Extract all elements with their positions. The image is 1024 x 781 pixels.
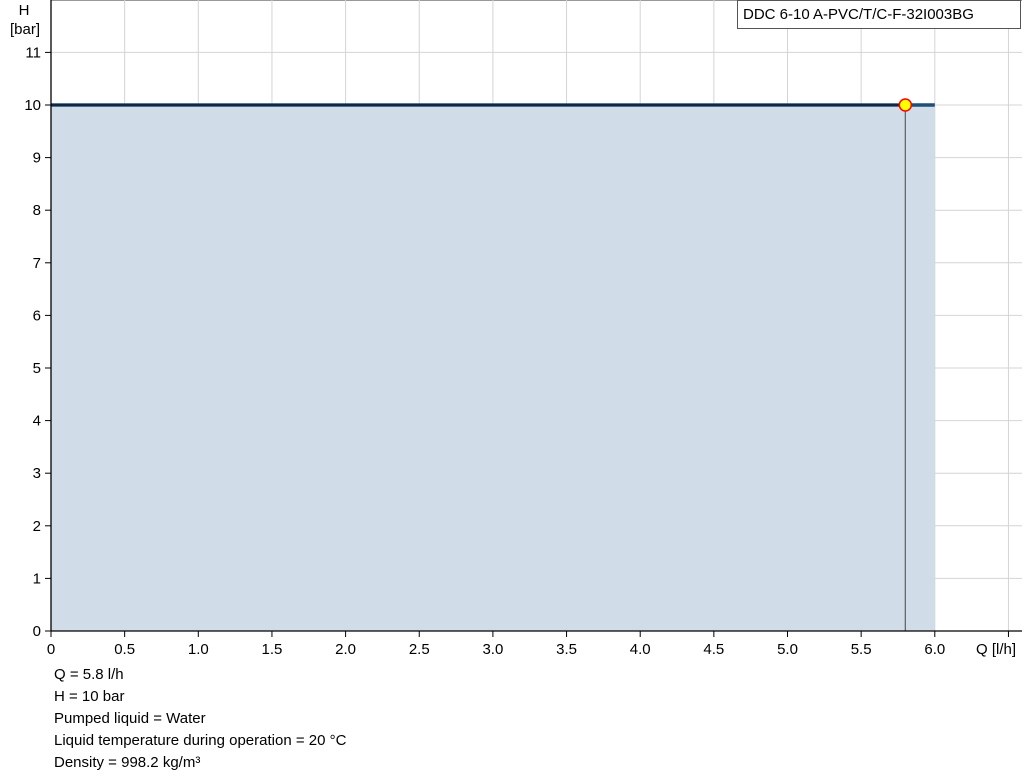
legend: DDC 6-10 A-PVC/T/C-F-32I003BG [737, 0, 1021, 29]
y-axis-unit: [bar] [10, 21, 40, 38]
y-tick-label: 0 [33, 623, 41, 640]
duty-point-info: Q = 5.8 l/h H = 10 bar Pumped liquid = W… [54, 664, 346, 774]
y-tick-label: 6 [33, 307, 41, 324]
y-tick-label: 8 [33, 202, 41, 219]
curve-area [51, 105, 935, 631]
info-density: Density = 998.2 kg/m³ [54, 754, 201, 771]
y-tick-label: 5 [33, 360, 41, 377]
y-axis-label: H [19, 2, 30, 19]
x-tick-label: 1.5 [262, 641, 283, 658]
duty-point-marker [898, 98, 913, 112]
y-tick-label: 4 [33, 413, 41, 430]
y-tick-label: 7 [33, 255, 41, 272]
info-liquid: Pumped liquid = Water [54, 710, 206, 727]
x-tick-label: 4.5 [703, 641, 724, 658]
x-tick-label: 0 [47, 641, 55, 658]
y-tick-label: 11 [25, 44, 41, 61]
x-tick-label: 2.5 [409, 641, 430, 658]
y-tick-label: 9 [33, 150, 41, 167]
info-flow: Q = 5.8 l/h [54, 666, 124, 683]
y-tick-label: 10 [24, 97, 41, 114]
y-tick-label: 1 [33, 570, 41, 587]
x-tick-label: 3.5 [556, 641, 577, 658]
x-axis-label: Q [l/h] [976, 641, 1016, 658]
x-tick-label: 3.0 [482, 641, 503, 658]
info-temperature: Liquid temperature during operation = 20… [54, 732, 347, 749]
x-tick-label: 5.5 [851, 641, 872, 658]
info-head: H = 10 bar [54, 688, 125, 705]
x-tick-label: 1.0 [188, 641, 209, 658]
x-tick-label: 4.0 [630, 641, 651, 658]
x-tick-label: 5.0 [777, 641, 798, 658]
x-tick-label: 2.0 [335, 641, 356, 658]
y-tick-label: 2 [33, 518, 41, 535]
x-tick-label: 6.0 [924, 641, 945, 658]
legend-entry: DDC 6-10 A-PVC/T/C-F-32I003BG [743, 6, 974, 23]
y-tick-label: 3 [33, 465, 41, 482]
x-tick-label: 0.5 [114, 641, 135, 658]
